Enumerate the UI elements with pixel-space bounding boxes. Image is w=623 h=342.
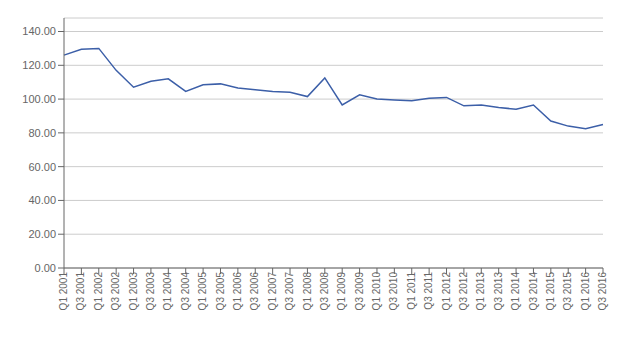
svg-text:Q1 2009: Q1 2009: [336, 272, 347, 311]
svg-text:Q3 2014: Q3 2014: [528, 272, 539, 311]
svg-text:Q1 2010: Q1 2010: [371, 272, 382, 311]
svg-text:Q1 2007: Q1 2007: [267, 272, 278, 311]
svg-text:Q3 2002: Q3 2002: [110, 272, 121, 311]
svg-text:Q3 2003: Q3 2003: [145, 272, 156, 311]
svg-text:80.00: 80.00: [28, 127, 56, 139]
svg-text:Q3 2010: Q3 2010: [388, 272, 399, 311]
svg-text:Q1 2003: Q1 2003: [128, 272, 139, 311]
svg-text:Q3 2012: Q3 2012: [458, 272, 469, 311]
svg-text:Q1 2012: Q1 2012: [441, 272, 452, 311]
svg-text:Q1 2004: Q1 2004: [162, 272, 173, 311]
svg-text:140.00: 140.00: [22, 25, 56, 37]
svg-text:0.00: 0.00: [35, 262, 56, 274]
svg-text:Q3 2005: Q3 2005: [215, 272, 226, 311]
svg-text:Q1 2008: Q1 2008: [302, 272, 313, 311]
svg-text:Q3 2006: Q3 2006: [249, 272, 260, 311]
svg-text:Q1 2005: Q1 2005: [197, 272, 208, 311]
svg-text:40.00: 40.00: [28, 194, 56, 206]
svg-text:Q1 2011: Q1 2011: [406, 272, 417, 310]
svg-text:Q3 2015: Q3 2015: [562, 272, 573, 311]
svg-text:Q1 2014: Q1 2014: [510, 272, 521, 311]
svg-text:Q3 2016: Q3 2016: [597, 272, 608, 311]
svg-text:Q3 2009: Q3 2009: [354, 272, 365, 311]
svg-text:Q1 2016: Q1 2016: [580, 272, 591, 311]
svg-text:Q1 2001: Q1 2001: [58, 272, 69, 311]
svg-text:120.00: 120.00: [22, 59, 56, 71]
svg-text:Q1 2006: Q1 2006: [232, 272, 243, 311]
svg-text:Q1 2002: Q1 2002: [93, 272, 104, 311]
svg-text:Q3 2001: Q3 2001: [75, 272, 86, 311]
svg-text:Q3 2013: Q3 2013: [493, 272, 504, 311]
svg-text:Q3 2008: Q3 2008: [319, 272, 330, 311]
svg-text:Q1 2013: Q1 2013: [475, 272, 486, 311]
svg-text:Q3 2011: Q3 2011: [423, 272, 434, 310]
svg-text:Q1 2015: Q1 2015: [545, 272, 556, 311]
svg-text:Q3 2007: Q3 2007: [284, 272, 295, 311]
svg-text:20.00: 20.00: [28, 228, 56, 240]
svg-text:100.00: 100.00: [22, 93, 56, 105]
svg-text:Q3 2004: Q3 2004: [180, 272, 191, 311]
svg-text:60.00: 60.00: [28, 161, 56, 173]
